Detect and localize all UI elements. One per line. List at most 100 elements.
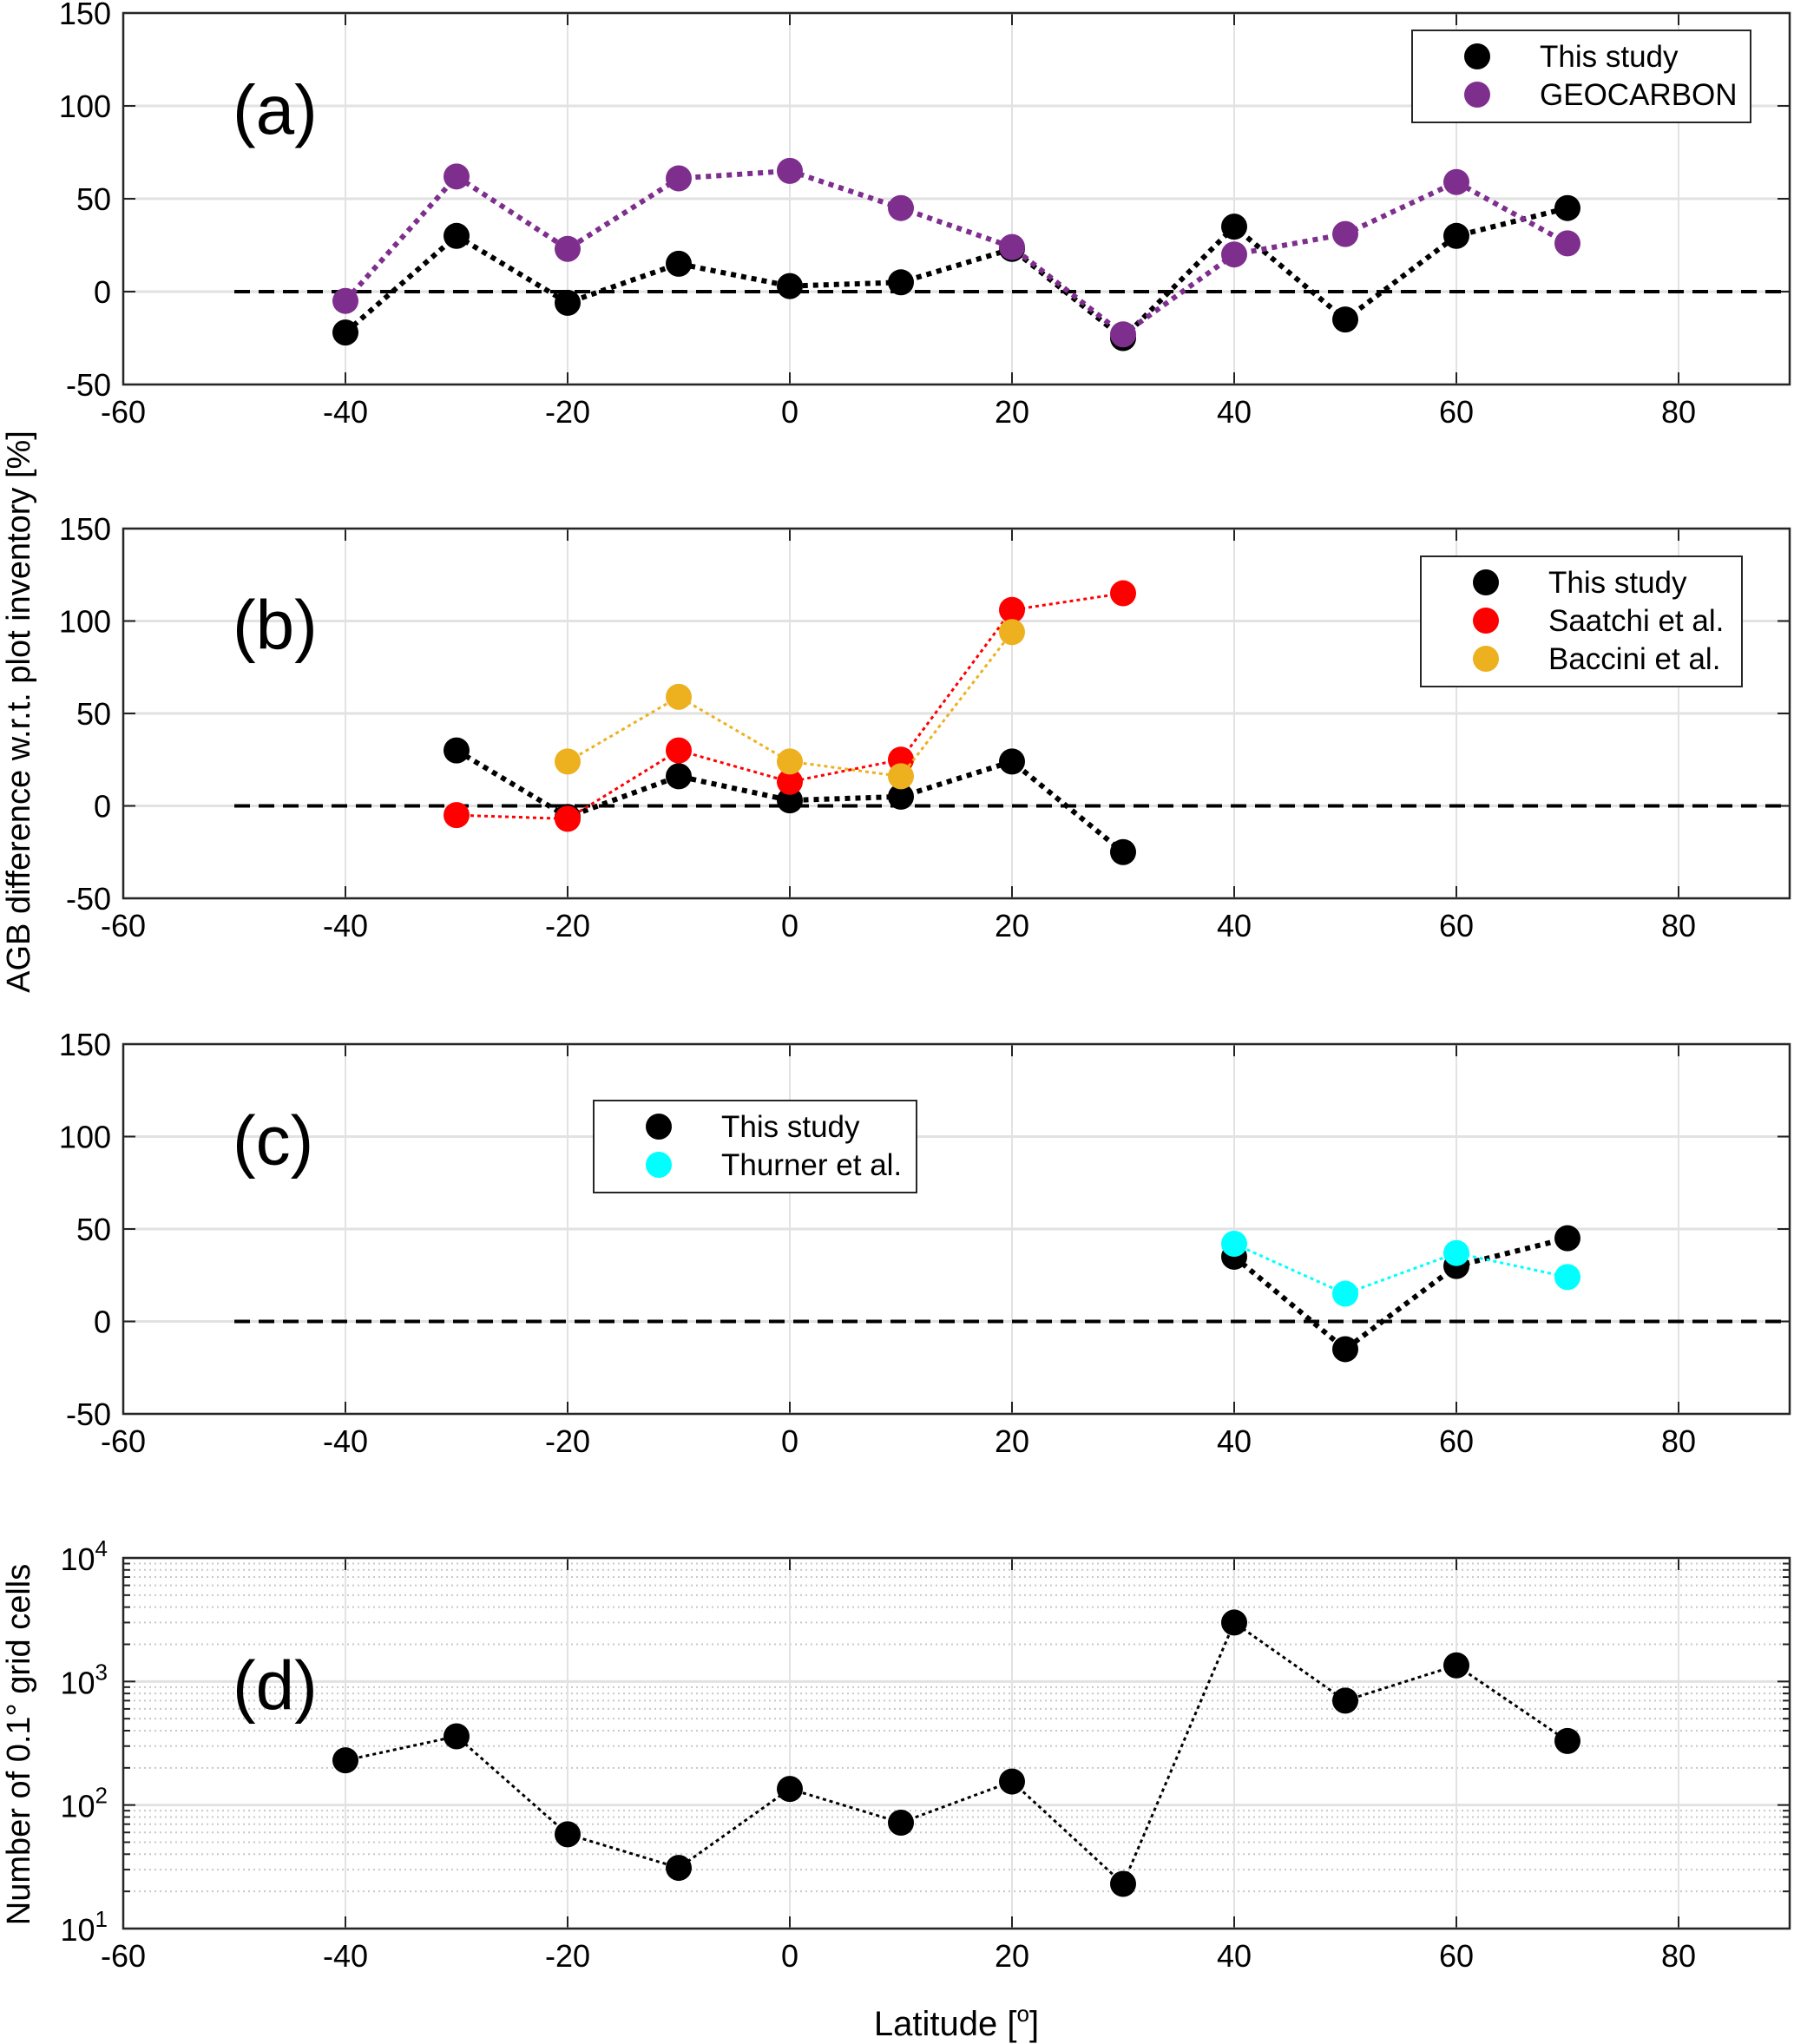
legend-label: This study: [1548, 566, 1687, 600]
data-point: [1221, 241, 1247, 268]
x-tick-label: 60: [1439, 1938, 1474, 1974]
data-point: [999, 748, 1025, 775]
data-point: [888, 763, 914, 790]
x-tick-label: 0: [781, 908, 798, 943]
legend-label: This study: [721, 1110, 860, 1144]
data-point: [1221, 214, 1247, 240]
panel-label: (b): [233, 587, 318, 664]
x-tick-label: 80: [1661, 1423, 1696, 1459]
x-tick-label: 80: [1661, 1938, 1696, 1974]
data-point: [1554, 194, 1580, 221]
data-point: [1332, 1336, 1358, 1363]
x-tick-label: 40: [1217, 1423, 1252, 1459]
data-point: [1221, 1609, 1247, 1636]
legend-marker: [646, 1152, 672, 1178]
data-point: [666, 763, 692, 790]
data-point: [555, 235, 581, 262]
data-point: [777, 157, 803, 184]
data-point: [1332, 220, 1358, 247]
data-point: [444, 222, 470, 249]
x-tick-label: 20: [995, 1938, 1029, 1974]
series-line: [1233, 1242, 1568, 1296]
x-tick-label: -20: [545, 1423, 590, 1459]
data-point: [1110, 321, 1136, 348]
series-line: [344, 205, 1568, 342]
x-tick-label: -60: [101, 394, 146, 430]
data-point: [1221, 1231, 1247, 1258]
y-tick-label: 0: [94, 274, 111, 310]
data-point: [999, 619, 1025, 646]
series-line: [1232, 1235, 1568, 1353]
axes-box: [122, 527, 1791, 900]
x-tick-label: -20: [545, 908, 590, 943]
panel-label: (c): [233, 1102, 313, 1180]
y-tick-label: 103: [60, 1659, 108, 1700]
y-tick-label: 102: [60, 1783, 108, 1824]
x-tick-label: 80: [1661, 908, 1696, 943]
data-point: [777, 273, 803, 299]
x-tick-label: 0: [781, 394, 798, 430]
y-tick-label: 150: [59, 0, 111, 31]
data-point: [777, 1776, 803, 1803]
y-tick-label: -50: [66, 881, 111, 917]
legend-marker: [1473, 646, 1499, 672]
x-tick-label: 0: [781, 1423, 798, 1459]
y-tick-label: 100: [59, 604, 111, 640]
data-point: [1110, 1870, 1136, 1897]
legend-marker: [646, 1114, 672, 1140]
data-point: [1554, 1225, 1580, 1252]
panel-c: -60 -40 -20 0 20 40 60 80 -50 0 50 100 150 (c) This st…: [59, 1027, 1791, 1459]
data-point: [777, 768, 803, 795]
data-point: [666, 1855, 692, 1882]
y-tick-label: 0: [94, 1305, 111, 1340]
x-tick-label: -60: [101, 1938, 146, 1974]
data-point: [1554, 230, 1580, 257]
panel-label: (d): [233, 1646, 318, 1724]
x-tick-label: 60: [1439, 1423, 1474, 1459]
data-point: [555, 289, 581, 316]
axes-box: [122, 11, 1791, 386]
data-point: [999, 233, 1025, 260]
x-tick-label: 40: [1217, 1938, 1252, 1974]
data-point: [777, 787, 803, 814]
data-point: [888, 783, 914, 810]
panel-b: -60 -40 -20 0 20 40 60 80 -50 0 50 100 150 (b) This st…: [59, 511, 1791, 943]
legend-box: [593, 1100, 917, 1193]
legend: This study Saatchi et al. Baccini et al.: [1420, 555, 1743, 687]
data-point: [999, 1768, 1025, 1795]
x-tick-label: 20: [995, 908, 1029, 943]
series-line: [343, 168, 1569, 338]
x-tick-label: -40: [323, 1423, 368, 1459]
x-tick-label: 80: [1661, 394, 1696, 430]
data-point: [888, 1809, 914, 1836]
x-tick-label: 20: [995, 394, 1029, 430]
data-point: [555, 805, 581, 832]
data-point: [777, 748, 803, 775]
legend: This study GEOCARBON: [1411, 30, 1751, 123]
x-tick-label: -40: [323, 1938, 368, 1974]
data-point: [888, 194, 914, 221]
data-point: [1332, 306, 1358, 333]
panel-a: -60 -40 -20 0 20 40 60 80 -50 0 50 100 150 (a) This st…: [59, 0, 1791, 430]
y-tick-label: 0: [94, 789, 111, 825]
x-tick-label: -20: [545, 1938, 590, 1974]
x-tick-label: 0: [781, 1938, 798, 1974]
series-line: [345, 1620, 1568, 1887]
data-point: [1443, 168, 1469, 195]
legend-box: [1411, 30, 1751, 123]
x-tick-label: 20: [995, 1423, 1029, 1459]
data-point: [1110, 838, 1136, 865]
data-point: [555, 748, 581, 775]
data-point: [1554, 1264, 1580, 1291]
legend: This study Thurner et al.: [593, 1100, 917, 1193]
x-tick-label: -40: [323, 394, 368, 430]
legend-label: GEOCARBON: [1540, 78, 1738, 112]
data-point: [444, 737, 470, 764]
x-tick-label: -20: [545, 394, 590, 430]
x-tick-label: -40: [323, 908, 368, 943]
x-tick-label: -60: [101, 1423, 146, 1459]
data-point: [555, 1821, 581, 1848]
x-tick-label: 60: [1439, 908, 1474, 943]
y-tick-label: 100: [59, 1120, 111, 1155]
